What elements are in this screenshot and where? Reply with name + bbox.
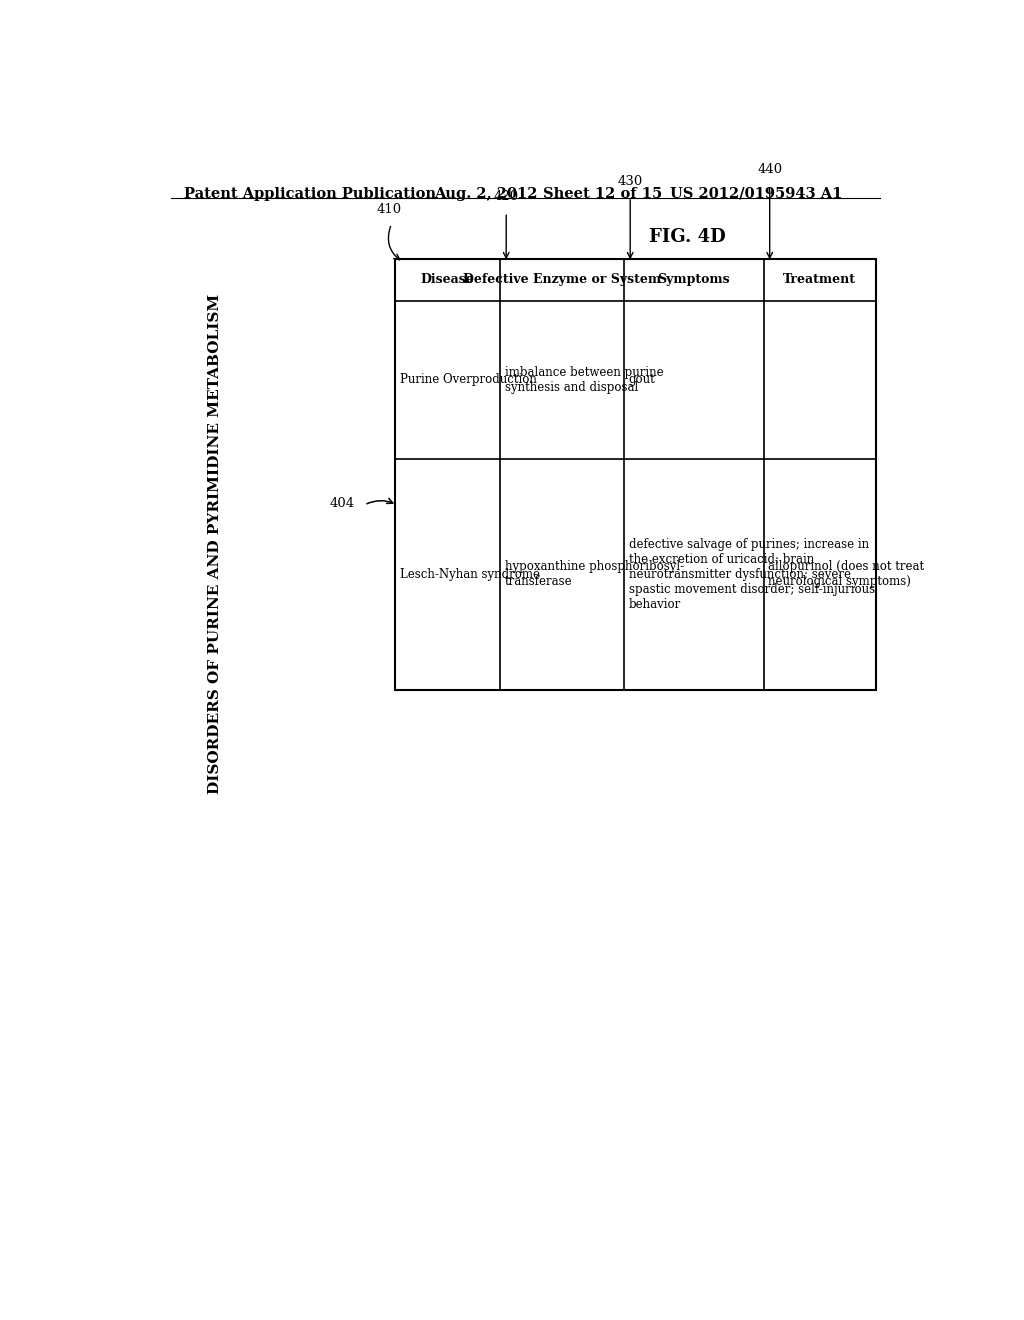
Text: Treatment: Treatment	[783, 273, 856, 286]
Text: US 2012/0195943 A1: US 2012/0195943 A1	[671, 187, 843, 201]
Text: Defective Enzyme or System: Defective Enzyme or System	[463, 273, 662, 286]
Text: DISORDERS OF PURINE AND PYRIMIDINE METABOLISM: DISORDERS OF PURINE AND PYRIMIDINE METAB…	[208, 293, 222, 793]
Text: Patent Application Publication: Patent Application Publication	[183, 187, 436, 201]
Text: 430: 430	[617, 174, 643, 187]
Text: Purine Overproduction: Purine Overproduction	[400, 374, 537, 387]
Text: FIG. 4D: FIG. 4D	[649, 227, 726, 246]
Text: hypoxanthine phosphoribosyl-
transferase: hypoxanthine phosphoribosyl- transferase	[505, 560, 684, 589]
Text: gout: gout	[629, 374, 655, 387]
Text: 404: 404	[329, 496, 354, 510]
Text: imbalance between purine
synthesis and disposal: imbalance between purine synthesis and d…	[505, 366, 664, 393]
Text: Symptoms: Symptoms	[657, 273, 730, 286]
Bar	[395, 259, 876, 689]
Text: Lesch-Nyhan syndrome: Lesch-Nyhan syndrome	[400, 568, 540, 581]
Text: defective salvage of purines; increase in
the excretion of uricacid; brain
neuro: defective salvage of purines; increase i…	[629, 537, 874, 611]
Text: 440: 440	[757, 164, 782, 176]
Text: Aug. 2, 2012: Aug. 2, 2012	[434, 187, 538, 201]
Text: 410: 410	[377, 203, 401, 216]
Text: Disease: Disease	[421, 273, 474, 286]
Text: allopurinol (does not treat
neurological symptoms): allopurinol (does not treat neurological…	[768, 560, 925, 589]
Text: 420: 420	[494, 190, 519, 203]
Text: Sheet 12 of 15: Sheet 12 of 15	[543, 187, 662, 201]
